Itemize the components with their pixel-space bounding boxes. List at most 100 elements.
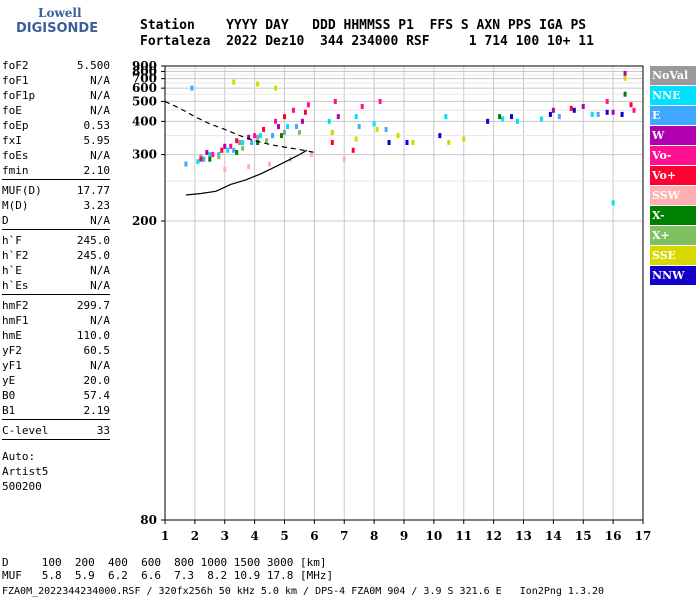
param-value: N/A bbox=[90, 359, 110, 372]
param-value: N/A bbox=[90, 264, 110, 277]
x-tick-label: 12 bbox=[485, 529, 502, 543]
legend-entry: SSE bbox=[650, 246, 696, 265]
echo-point bbox=[632, 107, 636, 113]
echo-point bbox=[447, 140, 451, 146]
x-tick-label: 17 bbox=[635, 529, 652, 543]
echo-point bbox=[611, 109, 615, 115]
y-tick-label: 300 bbox=[132, 148, 157, 162]
echo-point bbox=[557, 114, 561, 120]
echo-point bbox=[303, 109, 307, 115]
param-value: 245.0 bbox=[76, 234, 110, 247]
x-tick-label: 3 bbox=[221, 529, 229, 543]
param-row: yE 20.0 bbox=[2, 373, 110, 388]
param-row: foF1 N/A bbox=[2, 73, 110, 88]
y-tick-label: 700 bbox=[132, 72, 157, 86]
echo-point bbox=[372, 121, 376, 127]
param-label: foF2 bbox=[2, 59, 29, 72]
echo-point bbox=[333, 98, 337, 104]
echo-point bbox=[229, 143, 233, 149]
echo-point bbox=[384, 126, 388, 132]
echo-point bbox=[309, 152, 313, 158]
param-value: 2.10 bbox=[83, 164, 111, 177]
param-row: hmE 110.0 bbox=[2, 328, 110, 343]
param-row: foF1p N/A bbox=[2, 88, 110, 103]
echo-point bbox=[241, 140, 245, 146]
echo-point bbox=[247, 164, 251, 170]
param-divider bbox=[2, 229, 110, 230]
autoscaling-info: Auto: bbox=[2, 450, 36, 463]
param-row: yF2 60.5 bbox=[2, 343, 110, 358]
param-value: N/A bbox=[90, 74, 110, 87]
y-tick-label: 800 bbox=[132, 65, 157, 79]
echo-point bbox=[271, 133, 275, 139]
echo-point bbox=[605, 109, 609, 115]
x-tick-label: 5 bbox=[280, 529, 288, 543]
header-columns-line: Station YYYY DAY DDD HHMMSS P1 FFS S AXN… bbox=[140, 18, 587, 33]
echo-point bbox=[232, 79, 236, 85]
file-info-footer: FZA0M_2022344234000.RSF / 320fx256h 50 k… bbox=[2, 586, 605, 597]
param-value: N/A bbox=[90, 89, 110, 102]
logo-line-lowell: Lowell bbox=[38, 6, 82, 20]
param-divider bbox=[2, 419, 110, 420]
legend-entry: W bbox=[650, 126, 696, 145]
x-tick-label: 15 bbox=[575, 529, 592, 543]
param-row: h`F2 245.0 bbox=[2, 248, 110, 263]
y-tick-label: 200 bbox=[132, 214, 157, 228]
echo-point bbox=[202, 156, 206, 162]
param-row: h`E N/A bbox=[2, 263, 110, 278]
x-tick-label: 10 bbox=[426, 529, 443, 543]
param-label: foF1p bbox=[2, 89, 36, 102]
echo-point bbox=[306, 102, 310, 108]
echo-point bbox=[354, 114, 358, 120]
legend-entry: E bbox=[650, 106, 696, 125]
param-value: N/A bbox=[90, 214, 110, 227]
x-tick-label: 8 bbox=[370, 529, 378, 543]
echo-point bbox=[501, 116, 505, 122]
echo-point bbox=[360, 104, 364, 110]
echo-point bbox=[253, 133, 257, 139]
echo-point bbox=[486, 118, 490, 124]
param-row: B0 57.4 bbox=[2, 388, 110, 403]
param-value: 5.500 bbox=[76, 59, 110, 72]
trace-profile-line bbox=[185, 149, 308, 196]
echo-point bbox=[354, 136, 358, 142]
param-label: B0 bbox=[2, 389, 16, 402]
muf-values-row: MUF 5.8 5.9 6.2 6.6 7.3 8.2 10.9 17.8 [M… bbox=[2, 569, 334, 582]
echo-point bbox=[620, 111, 624, 117]
echo-point bbox=[283, 114, 286, 120]
autoscaling-info: 500200 bbox=[2, 480, 42, 493]
param-label: MUF(D) bbox=[2, 184, 42, 197]
y-tick-label: 900 bbox=[132, 59, 157, 73]
param-row: foEp 0.53 bbox=[2, 118, 110, 133]
lowell-digisonde-logo: Lowell DIGISONDE bbox=[4, 6, 124, 46]
echo-point bbox=[551, 107, 555, 113]
param-label: h`F bbox=[2, 234, 22, 247]
echo-point bbox=[247, 134, 251, 140]
param-label: foE bbox=[2, 104, 22, 117]
param-value: 17.77 bbox=[76, 184, 110, 197]
param-label: h`Es bbox=[2, 279, 29, 292]
param-label: C-level bbox=[2, 424, 49, 437]
logo-line-digisonde: DIGISONDE bbox=[16, 21, 99, 36]
param-value: N/A bbox=[90, 314, 110, 327]
param-row: D N/A bbox=[2, 213, 110, 228]
echo-point bbox=[283, 129, 286, 135]
echo-point bbox=[205, 149, 209, 155]
param-label: yE bbox=[2, 374, 16, 387]
param-value: 57.4 bbox=[83, 389, 111, 402]
param-label: yF2 bbox=[2, 344, 22, 357]
echo-point bbox=[208, 152, 212, 158]
param-row: h`Es N/A bbox=[2, 278, 110, 293]
echo-point bbox=[548, 111, 552, 117]
param-label: h`E bbox=[2, 264, 22, 277]
echo-point bbox=[629, 102, 633, 108]
x-tick-label: 2 bbox=[191, 529, 199, 543]
autoscaling-info: Artist5 bbox=[2, 465, 49, 478]
echo-point bbox=[211, 152, 215, 158]
y-tick-label: 80 bbox=[140, 513, 157, 527]
param-label: fxI bbox=[2, 134, 22, 147]
echo-point bbox=[220, 147, 224, 153]
param-value: N/A bbox=[90, 149, 110, 162]
echo-point bbox=[277, 124, 281, 130]
echo-point bbox=[539, 116, 543, 122]
